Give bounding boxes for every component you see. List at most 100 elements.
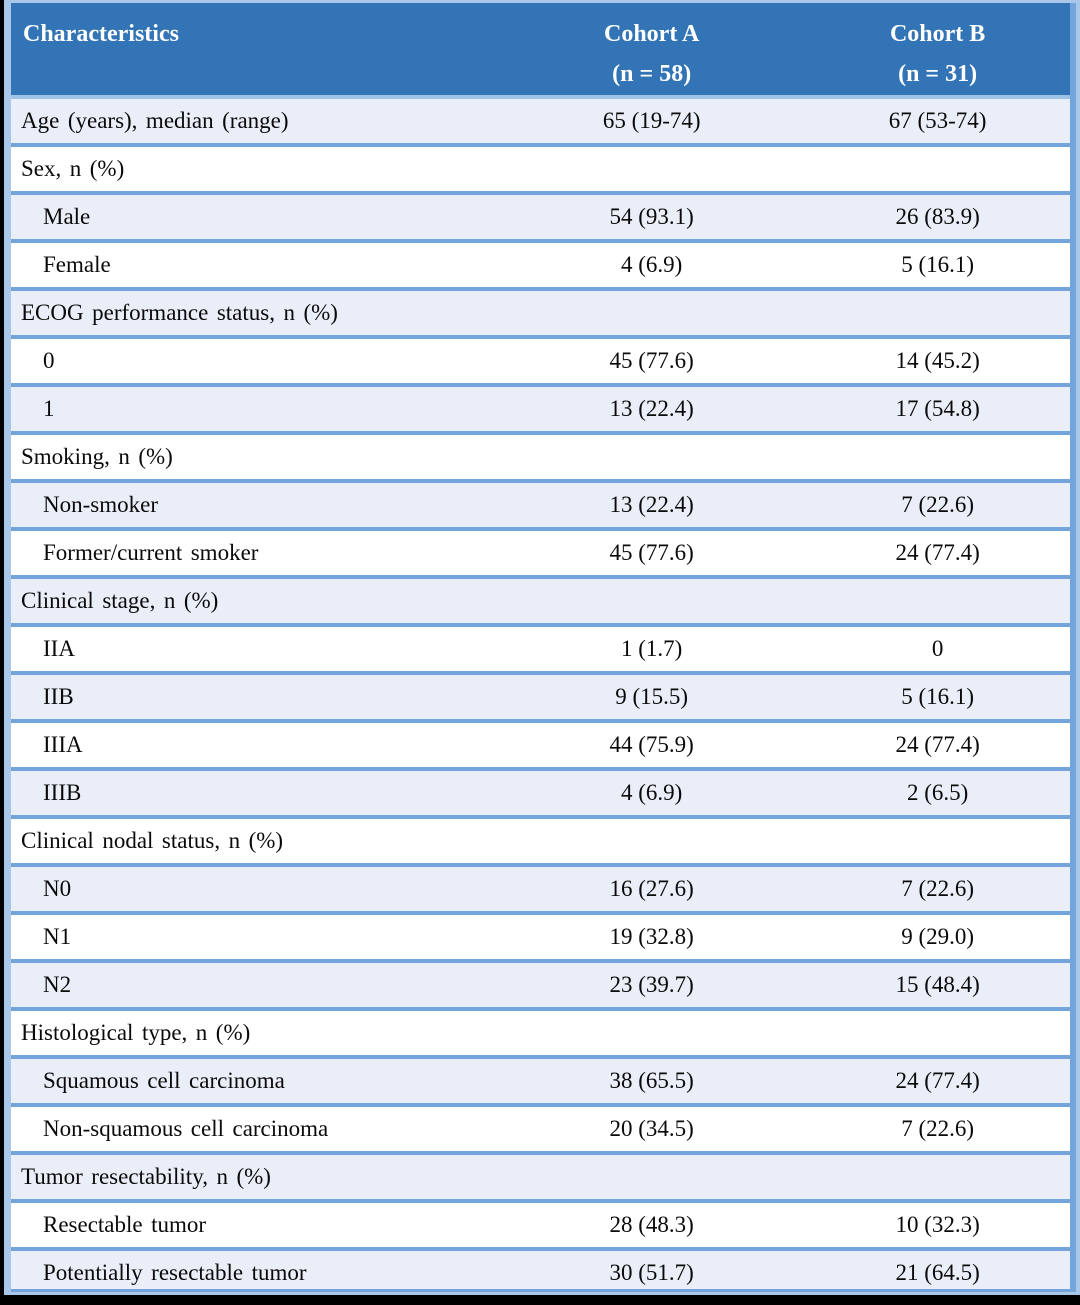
cohort-a-value: 9 (15.5) — [615, 684, 689, 709]
characteristics-table: Characteristics Cohort A (n = 58) Cohort… — [4, 0, 1080, 1295]
row-label: Male — [43, 204, 91, 229]
table-row: 1 13 (22.4) 17 (54.8) — [11, 383, 1070, 431]
column-header-cohort-b-n: (n = 31) — [898, 61, 978, 87]
table-row: Female 4 (6.9) 5 (16.1) — [11, 239, 1070, 287]
row-label: Sex, n (%) — [21, 156, 125, 181]
table-row: Clinical nodal status, n (%) — [11, 815, 1070, 863]
row-label: Clinical stage, n (%) — [21, 588, 219, 613]
row-label-cell: IIB — [11, 684, 498, 710]
cohort-a-value: 23 (39.7) — [609, 972, 694, 997]
row-label: Squamous cell carcinoma — [43, 1068, 285, 1093]
table-row: IIB 9 (15.5) 5 (16.1) — [11, 671, 1070, 719]
cohort-b-value: 15 (48.4) — [895, 972, 980, 997]
table-inner: Characteristics Cohort A (n = 58) Cohort… — [11, 3, 1076, 1292]
cohort-a-value: 4 (6.9) — [621, 252, 683, 277]
table-row: Former/current smoker 45 (77.6) 24 (77.4… — [11, 527, 1070, 575]
header-cell-characteristics: Characteristics — [11, 14, 498, 54]
table-row: Sex, n (%) — [11, 143, 1070, 191]
row-label-cell: Female — [11, 252, 498, 278]
row-label: 0 — [43, 348, 55, 373]
cohort-a-value: 16 (27.6) — [609, 876, 694, 901]
row-label-cell: Potentially resectable tumor — [11, 1260, 498, 1286]
table-row: Potentially resectable tumor 30 (51.7) 2… — [11, 1247, 1070, 1289]
row-label-cell: IIA — [11, 636, 498, 662]
row-label-cell: N2 — [11, 972, 498, 998]
row-label: Non-smoker — [43, 492, 158, 517]
cohort-a-value: 1 (1.7) — [621, 636, 683, 661]
row-label-cell: Non-smoker — [11, 492, 498, 518]
table-row: IIIB 4 (6.9) 2 (6.5) — [11, 767, 1070, 815]
table-row: N1 19 (32.8) 9 (29.0) — [11, 911, 1070, 959]
cohort-b-value: 0 — [931, 636, 944, 661]
row-label: Age (years), median (range) — [21, 108, 289, 133]
cohort-a-value: 65 (19-74) — [602, 108, 701, 133]
row-label-cell: Smoking, n (%) — [11, 444, 498, 470]
table-body: Age (years), median (range) 65 (19-74) 6… — [11, 95, 1070, 1289]
row-label: N1 — [43, 924, 72, 949]
row-label-cell: ECOG performance status, n (%) — [11, 300, 498, 326]
table-row: N2 23 (39.7) 15 (48.4) — [11, 959, 1070, 1007]
cohort-b-value: 9 (29.0) — [901, 924, 975, 949]
row-label-cell: Squamous cell carcinoma — [11, 1068, 498, 1094]
row-label: Tumor resectability, n (%) — [21, 1164, 271, 1189]
table-row: Tumor resectability, n (%) — [11, 1151, 1070, 1199]
table-row: Clinical stage, n (%) — [11, 575, 1070, 623]
column-header-cohort-a-n: (n = 58) — [612, 61, 692, 87]
row-label-cell: Former/current smoker — [11, 540, 498, 566]
cohort-a-value: 4 (6.9) — [621, 780, 683, 805]
cohort-b-value: 5 (16.1) — [901, 684, 975, 709]
table-row: IIIA 44 (75.9) 24 (77.4) — [11, 719, 1070, 767]
row-label-cell: IIIA — [11, 732, 498, 758]
row-label-cell: Clinical stage, n (%) — [11, 588, 498, 614]
column-header-characteristics: Characteristics — [23, 21, 179, 47]
row-label: Clinical nodal status, n (%) — [21, 828, 284, 853]
row-label: ECOG performance status, n (%) — [21, 300, 338, 325]
row-label: Non-squamous cell carcinoma — [43, 1116, 329, 1141]
cohort-a-value: 28 (48.3) — [609, 1212, 694, 1237]
table-row: 0 45 (77.6) 14 (45.2) — [11, 335, 1070, 383]
header-cell-cohort-a: Cohort A (n = 58) — [498, 14, 805, 94]
row-label: Smoking, n (%) — [21, 444, 173, 469]
row-label: N0 — [43, 876, 72, 901]
row-label: Resectable tumor — [43, 1212, 207, 1237]
header-cell-cohort-b: Cohort B (n = 31) — [805, 14, 1070, 94]
row-label-cell: Histological type, n (%) — [11, 1020, 498, 1046]
row-label-cell: 1 — [11, 396, 498, 422]
row-label: Former/current smoker — [43, 540, 259, 565]
row-label: IIIA — [43, 732, 83, 757]
table-row: ECOG performance status, n (%) — [11, 287, 1070, 335]
cohort-a-value: 20 (34.5) — [609, 1116, 694, 1141]
row-label-cell: Age (years), median (range) — [11, 108, 498, 134]
cohort-a-value: 19 (32.8) — [609, 924, 694, 949]
cohort-a-value: 44 (75.9) — [609, 732, 694, 757]
row-label: Histological type, n (%) — [21, 1020, 251, 1045]
table-row: Smoking, n (%) — [11, 431, 1070, 479]
table-row: Non-squamous cell carcinoma 20 (34.5) 7 … — [11, 1103, 1070, 1151]
cohort-b-value: 24 (77.4) — [895, 732, 980, 757]
cohort-a-value: 13 (22.4) — [609, 396, 694, 421]
table-row: Male 54 (93.1) 26 (83.9) — [11, 191, 1070, 239]
row-label-cell: Non-squamous cell carcinoma — [11, 1116, 498, 1142]
row-label: N2 — [43, 972, 72, 997]
table-row: N0 16 (27.6) 7 (22.6) — [11, 863, 1070, 911]
cohort-a-value: 38 (65.5) — [609, 1068, 694, 1093]
cohort-b-value: 10 (32.3) — [895, 1212, 980, 1237]
cohort-b-value: 67 (53-74) — [888, 108, 987, 133]
cohort-b-value: 5 (16.1) — [901, 252, 975, 277]
cohort-a-value: 30 (51.7) — [609, 1260, 694, 1285]
row-label-cell: N0 — [11, 876, 498, 902]
cohort-b-value: 24 (77.4) — [895, 1068, 980, 1093]
row-label: Female — [43, 252, 111, 277]
row-label-cell: N1 — [11, 924, 498, 950]
row-label: Potentially resectable tumor — [43, 1260, 307, 1285]
table-row: Age (years), median (range) 65 (19-74) 6… — [11, 95, 1070, 143]
row-label: IIA — [43, 636, 75, 661]
row-label: IIB — [43, 684, 74, 709]
table-row: IIA 1 (1.7) 0 — [11, 623, 1070, 671]
row-label-cell: Sex, n (%) — [11, 156, 498, 182]
cohort-a-value: 54 (93.1) — [609, 204, 694, 229]
table-row: Non-smoker 13 (22.4) 7 (22.6) — [11, 479, 1070, 527]
cohort-b-value: 24 (77.4) — [895, 540, 980, 565]
table-row: Squamous cell carcinoma 38 (65.5) 24 (77… — [11, 1055, 1070, 1103]
table-row: Histological type, n (%) — [11, 1007, 1070, 1055]
